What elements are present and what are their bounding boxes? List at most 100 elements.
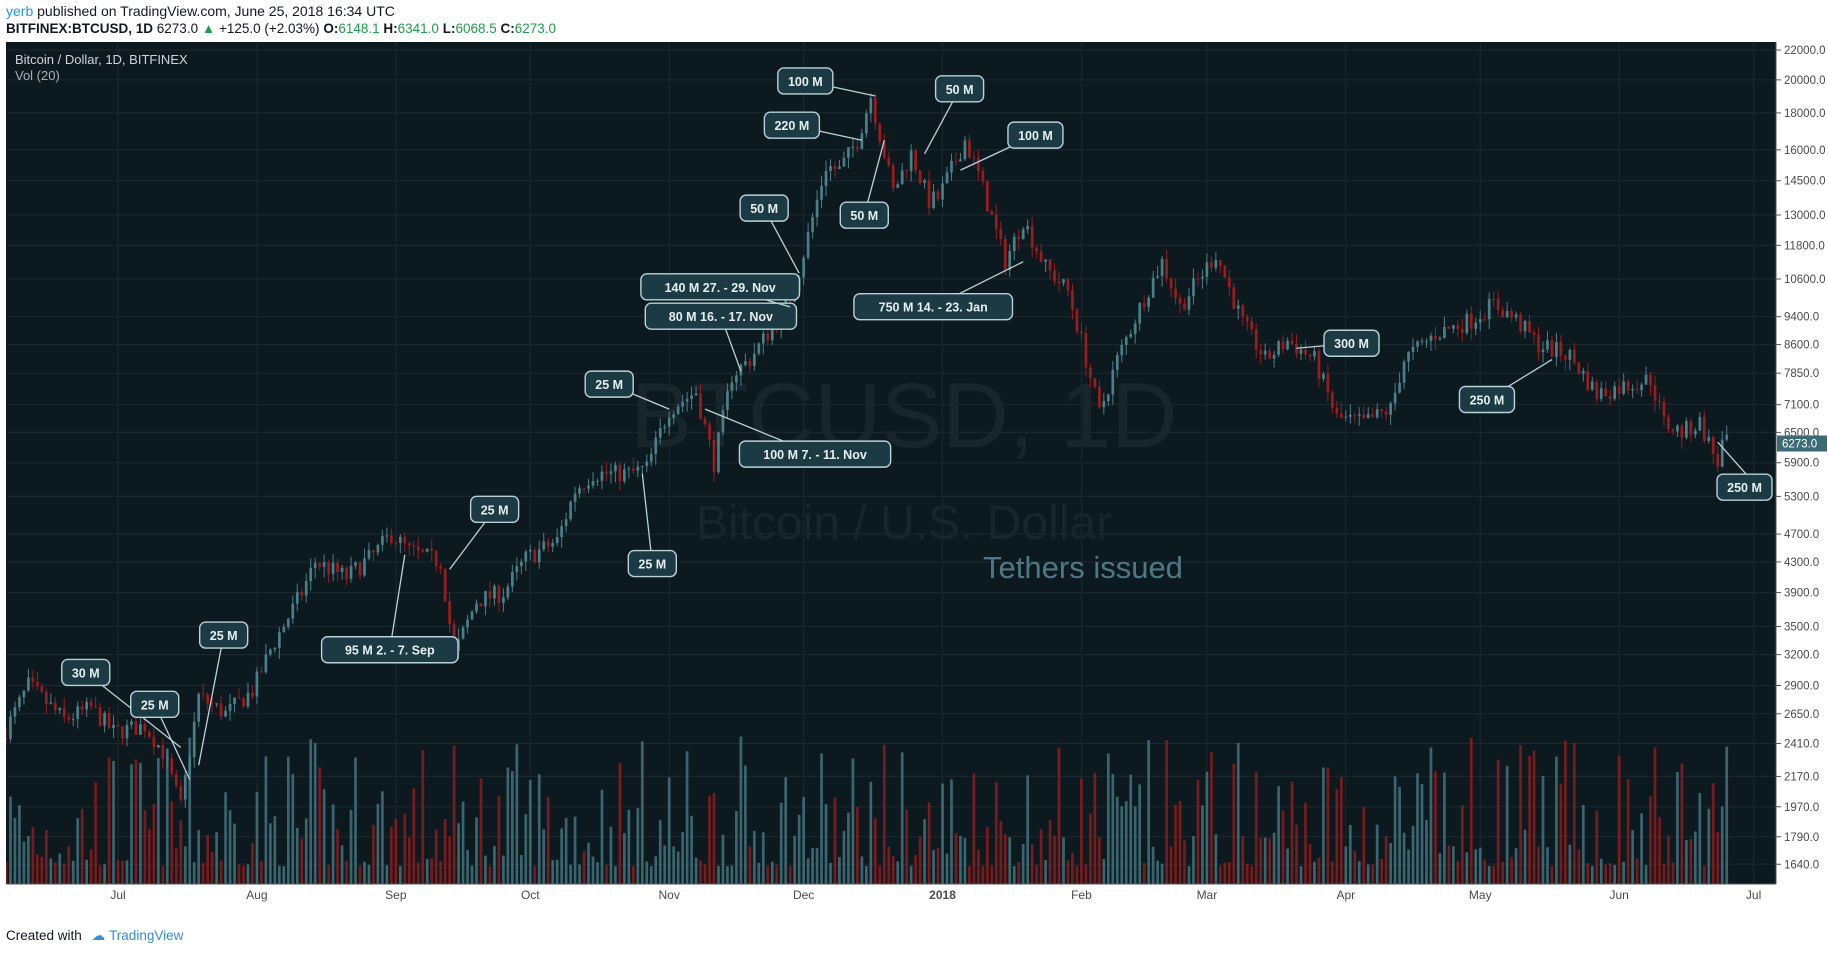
callout-box (198, 621, 249, 649)
volume-bar (130, 764, 133, 884)
volume-bar (873, 818, 877, 884)
volume-bar (842, 830, 846, 884)
callout-box (640, 273, 801, 301)
price-axis[interactable]: 22000.0 20000.0 18000.0 16000.0 14500.0 13000… (1775, 42, 1828, 919)
candle-body (1685, 421, 1688, 438)
time-axis[interactable]: Jul Aug Sep Oct Nov Dec 2018 Feb Mar Apr May Jun Jul (6, 883, 1776, 919)
candle-body (143, 724, 147, 732)
volume-bar (1192, 836, 1195, 884)
volume-bar (1165, 740, 1168, 884)
candle-body (322, 562, 326, 567)
volume-bar (1075, 865, 1079, 884)
candle-body (1331, 392, 1334, 408)
candle-body (1106, 394, 1110, 402)
tradingview-link[interactable]: TradingView (109, 928, 184, 943)
volume-bar (304, 818, 308, 884)
volume-bar (1667, 835, 1670, 884)
candle-body (331, 562, 335, 574)
candle-body (233, 697, 236, 704)
candle-body (905, 170, 909, 172)
volume-bar (609, 826, 613, 884)
candle-body (1102, 401, 1106, 408)
volume-bar (479, 778, 483, 884)
volume-bar (1147, 740, 1151, 884)
volume-bar (1411, 826, 1415, 884)
candle-body (1680, 425, 1684, 438)
candle-body (269, 649, 272, 655)
volume-bar (797, 814, 801, 884)
candle-body (206, 694, 209, 704)
volume-bar (676, 851, 680, 884)
price-change: +125.0 (+2.03%) (218, 21, 320, 36)
candle-body (340, 567, 344, 572)
callout-label: 100 M 7. - 11. Nov (763, 448, 867, 462)
volume-bar (1635, 858, 1639, 884)
candle-body (744, 361, 747, 365)
candle-body (1658, 400, 1661, 402)
candle-body (1017, 236, 1021, 240)
volume-bar (685, 751, 689, 884)
candle-body (363, 558, 366, 576)
volume-bar (1106, 753, 1110, 884)
author-link[interactable]: yerb (6, 3, 34, 19)
candle-body (1124, 337, 1128, 345)
candle-body (927, 180, 931, 208)
candle-body (1254, 329, 1258, 351)
candle-body (1492, 298, 1496, 300)
volume-bar (591, 856, 595, 884)
volume-bar (385, 865, 389, 884)
candle-body (1631, 388, 1634, 391)
candle-body (618, 464, 622, 482)
candle-body (1008, 250, 1012, 270)
candle-body (784, 297, 788, 307)
callout-pointer (389, 554, 406, 650)
candle-body (752, 353, 756, 366)
candle-body (1227, 277, 1231, 288)
candle-body (1402, 361, 1406, 383)
candle-body (1617, 386, 1621, 394)
price-chart[interactable]: BTCUSD, 1D Bitcoin / U.S. Dollar 30 M25 … (4, 42, 1828, 919)
candle-body (219, 703, 223, 717)
volume-bar (1680, 763, 1684, 884)
candle-body (1662, 401, 1666, 417)
volume-bar (1071, 852, 1074, 884)
volume-bar (1066, 860, 1070, 884)
volume-bar (233, 823, 236, 884)
publish-info: published on TradingView.com, June 25, 2… (37, 3, 395, 19)
candle-body (412, 545, 416, 547)
volume-bar (1658, 817, 1661, 884)
candle-body (985, 181, 989, 212)
candle-body (869, 97, 873, 114)
candle-body (829, 166, 832, 171)
candle-body (421, 550, 425, 552)
candle-body (502, 597, 505, 603)
chart-area[interactable]: BTCUSD, 1D Bitcoin / U.S. Dollar 30 M 25 … (4, 42, 1828, 919)
volume-bar (981, 865, 985, 884)
volume-bar (18, 805, 21, 884)
volume-bar (219, 860, 223, 884)
candle-body (425, 548, 429, 552)
volume-bar (1290, 781, 1294, 884)
volume-bar (515, 744, 519, 884)
candle-body (703, 418, 707, 425)
time-tick-label: Feb (1071, 888, 1092, 902)
volume-bar (1528, 755, 1531, 884)
candle-body (515, 566, 519, 572)
volume-bar (497, 796, 501, 884)
callout-label: 25 M (210, 629, 238, 643)
candle-body (802, 257, 805, 278)
candle-body (475, 603, 478, 612)
candle-body (1044, 259, 1047, 262)
tradingview-logo-icon[interactable]: ☁ (91, 928, 106, 943)
candle-body (1232, 287, 1236, 309)
volume-bar (667, 777, 671, 884)
candle-body (591, 481, 595, 486)
candle-body (1568, 349, 1572, 360)
candle-body (1564, 355, 1567, 360)
volume-bar (1398, 786, 1401, 884)
candle-body (1550, 340, 1554, 357)
candle-body (524, 551, 528, 562)
volume-bar (443, 819, 447, 884)
volume-bar (1698, 793, 1702, 884)
symbol-header: BITFINEX:BTCUSD, 1D 6273.0 ▲ +125.0 (+2.… (6, 21, 556, 36)
